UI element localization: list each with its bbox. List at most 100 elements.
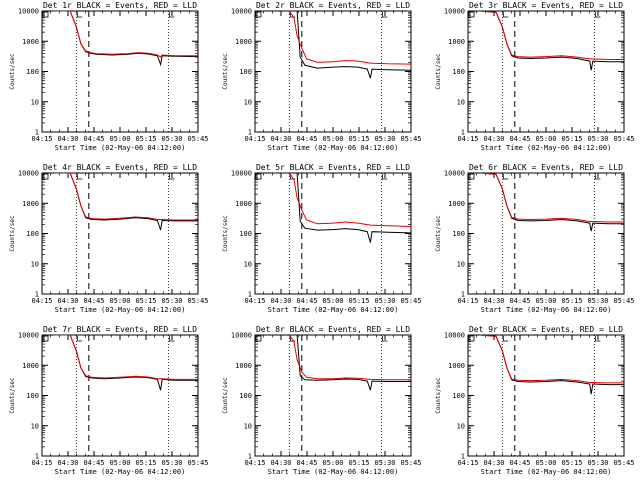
x-tick-label: 05:00 (322, 135, 343, 143)
x-tick-label: 04:15 (457, 297, 478, 305)
x-tick-label: 05:30 (374, 297, 395, 305)
x-tick-label: 04:15 (31, 135, 52, 143)
y-tick-label: 10000 (231, 332, 252, 340)
y-tick-label: 1000 (235, 38, 252, 46)
y-tick-label: 1 (461, 291, 465, 299)
lld-series-line (480, 335, 624, 384)
corner-marker (468, 173, 475, 180)
y-tick-label: 1 (248, 453, 252, 461)
events-series-line (296, 335, 411, 391)
y-tick-label: 1000 (235, 200, 252, 208)
y-tick-label: 1000 (448, 362, 465, 370)
x-tick-label: 04:30 (57, 297, 78, 305)
x-tick-label: 04:15 (457, 135, 478, 143)
y-axis-label: Counts/sec (222, 377, 229, 414)
series-group (288, 335, 411, 391)
y-tick-label: 100 (239, 230, 252, 238)
x-tick-label: 05:00 (109, 135, 130, 143)
x-tick-label: 04:15 (244, 459, 265, 467)
corner-marker (255, 11, 262, 18)
x-tick-label: 05:45 (187, 459, 208, 467)
x-tick-label: 05:15 (561, 297, 582, 305)
x-tick-label: 05:15 (348, 135, 369, 143)
detector-panel: Det 1r BLACK = Events, RED = LLD 1 10 100 10… (9, 1, 209, 152)
x-tick-label: 05:15 (135, 459, 156, 467)
marker-bracket (594, 174, 601, 180)
x-tick-label: 05:45 (613, 135, 634, 143)
lld-series-line (288, 335, 411, 381)
marker-bracket (76, 336, 83, 342)
panel-title: Det 3r BLACK = Events, RED = LLD (469, 1, 623, 10)
series-group (54, 335, 198, 391)
x-tick-label: 05:45 (187, 297, 208, 305)
x-tick-label: 04:15 (457, 459, 478, 467)
plot-frame (41, 334, 199, 457)
x-tick-label: 04:15 (31, 459, 52, 467)
y-tick-label: 1 (461, 129, 465, 137)
x-tick-label: 04:30 (270, 297, 291, 305)
y-tick-label: 10 (244, 260, 252, 268)
x-tick-label: 05:45 (613, 459, 634, 467)
x-tick-label: 05:00 (322, 297, 343, 305)
x-axis-label: Start Time (02-May-06 04:12:00) (481, 144, 612, 152)
y-tick-label: 100 (452, 230, 465, 238)
y-tick-label: 10 (31, 98, 39, 106)
y-tick-label: 10000 (444, 170, 465, 178)
plot-frame (254, 172, 412, 295)
detector-panel: Det 3r BLACK = Events, RED = LLD 1 10 100 10… (435, 1, 635, 152)
y-tick-label: 10 (457, 98, 465, 106)
x-tick-label: 05:45 (400, 135, 421, 143)
x-axis-label: Start Time (02-May-06 04:12:00) (268, 468, 399, 476)
panel-title: Det 6r BLACK = Events, RED = LLD (469, 163, 623, 172)
x-tick-label: 04:45 (296, 459, 317, 467)
x-tick-label: 04:30 (483, 135, 504, 143)
y-tick-label: 10 (244, 98, 252, 106)
events-series-line (296, 173, 411, 243)
corner-marker (468, 335, 475, 342)
x-tick-label: 04:15 (244, 135, 265, 143)
y-tick-label: 10000 (444, 332, 465, 340)
detector-panel: Det 7r BLACK = Events, RED = LLD 1 10 100 10… (9, 325, 209, 476)
events-series-line (296, 11, 411, 79)
x-tick-label: 05:15 (561, 459, 582, 467)
y-tick-label: 100 (452, 68, 465, 76)
plot-frame (467, 334, 625, 457)
marker-bracket (168, 336, 175, 342)
x-tick-label: 04:45 (296, 297, 317, 305)
plot-frame (41, 10, 199, 133)
y-tick-label: 10000 (231, 8, 252, 16)
x-tick-label: 05:30 (161, 297, 182, 305)
plot-frame (467, 10, 625, 133)
x-tick-label: 05:15 (348, 459, 369, 467)
x-tick-label: 04:45 (509, 459, 530, 467)
x-axis-label: Start Time (02-May-06 04:12:00) (481, 468, 612, 476)
lld-series-line (288, 11, 411, 65)
lld-series-line (54, 173, 198, 221)
x-tick-label: 05:15 (561, 135, 582, 143)
corner-marker (42, 173, 49, 180)
x-tick-label: 04:30 (270, 459, 291, 467)
y-tick-label: 1000 (22, 38, 39, 46)
plot-frame (41, 172, 199, 295)
detector-panel: Det 4r BLACK = Events, RED = LLD 1 10 100 10… (9, 163, 209, 314)
lld-series-line (54, 335, 198, 380)
y-tick-label: 10 (31, 422, 39, 430)
panel-title: Det 8r BLACK = Events, RED = LLD (256, 325, 410, 334)
y-axis-label: Counts/sec (222, 215, 229, 252)
y-axis-label: Counts/sec (435, 377, 442, 414)
x-tick-label: 04:45 (509, 135, 530, 143)
corner-marker (42, 11, 49, 18)
y-tick-label: 1 (35, 453, 39, 461)
x-tick-label: 04:30 (57, 135, 78, 143)
x-tick-label: 05:30 (374, 459, 395, 467)
events-series-line (480, 11, 624, 71)
marker-bracket (76, 174, 83, 180)
marker-bracket (381, 336, 388, 342)
x-axis-label: Start Time (02-May-06 04:12:00) (55, 144, 186, 152)
marker-bracket (594, 12, 601, 18)
events-series-line (480, 335, 624, 395)
detector-panel: Det 6r BLACK = Events, RED = LLD 1 10 100 10… (435, 163, 635, 314)
detector-panel: Det 8r BLACK = Events, RED = LLD 1 10 100 10… (222, 325, 422, 476)
x-tick-label: 04:45 (509, 297, 530, 305)
